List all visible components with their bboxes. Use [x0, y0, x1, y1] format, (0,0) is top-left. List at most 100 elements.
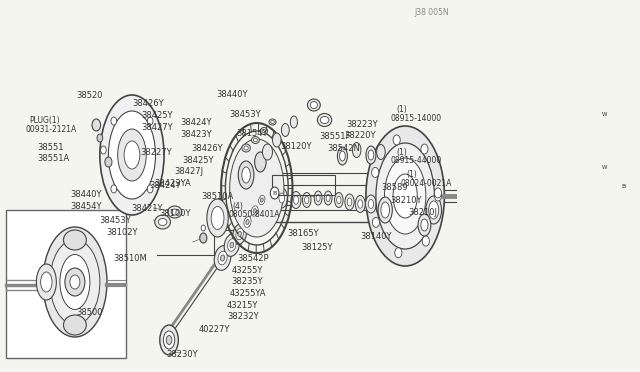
Text: (1): (1) [396, 105, 407, 114]
Text: 38440Y: 38440Y [71, 190, 102, 199]
Text: 38210Y: 38210Y [390, 196, 422, 205]
Ellipse shape [260, 128, 268, 135]
Circle shape [618, 179, 628, 193]
Text: 38542P: 38542P [237, 254, 269, 263]
Ellipse shape [241, 212, 254, 232]
Ellipse shape [366, 146, 376, 164]
Circle shape [100, 146, 106, 154]
Ellipse shape [163, 331, 175, 349]
Text: 38140Y: 38140Y [361, 232, 392, 241]
Ellipse shape [335, 192, 343, 208]
Ellipse shape [305, 196, 309, 204]
Text: 38426Y: 38426Y [132, 99, 164, 108]
Ellipse shape [160, 325, 179, 355]
Text: 38165Y: 38165Y [287, 229, 319, 238]
Ellipse shape [320, 116, 329, 124]
Circle shape [92, 119, 100, 131]
Ellipse shape [271, 121, 275, 124]
Ellipse shape [50, 240, 100, 324]
Ellipse shape [256, 192, 268, 209]
Text: (1): (1) [396, 148, 407, 157]
Ellipse shape [348, 198, 352, 206]
Ellipse shape [252, 206, 258, 216]
Text: W: W [602, 164, 607, 170]
Circle shape [421, 144, 428, 154]
Text: 38125Y: 38125Y [301, 243, 333, 252]
Text: 38454Y: 38454Y [71, 202, 102, 211]
Text: 38232Y: 38232Y [227, 312, 259, 321]
Circle shape [97, 134, 102, 142]
Text: B: B [621, 183, 625, 189]
Text: 38210J: 38210J [408, 208, 438, 217]
Ellipse shape [224, 234, 239, 256]
Ellipse shape [376, 196, 387, 216]
Ellipse shape [100, 95, 164, 215]
Text: 38520: 38520 [77, 91, 103, 100]
Text: 38423Y: 38423Y [180, 130, 212, 139]
Ellipse shape [326, 195, 330, 202]
Ellipse shape [385, 158, 426, 234]
Ellipse shape [41, 272, 52, 292]
Text: 38424Y: 38424Y [149, 181, 180, 190]
Ellipse shape [220, 255, 225, 261]
Ellipse shape [294, 196, 298, 204]
Ellipse shape [259, 195, 265, 205]
Ellipse shape [273, 133, 281, 147]
Ellipse shape [262, 144, 273, 160]
Text: 38424Y: 38424Y [180, 118, 212, 127]
Ellipse shape [358, 200, 363, 208]
Ellipse shape [260, 198, 263, 202]
Ellipse shape [337, 147, 348, 165]
Ellipse shape [233, 224, 246, 244]
Text: 38425Y: 38425Y [141, 111, 173, 120]
Ellipse shape [124, 141, 140, 169]
Ellipse shape [244, 146, 248, 150]
Circle shape [422, 236, 429, 246]
Circle shape [147, 117, 153, 125]
Ellipse shape [353, 142, 361, 157]
Text: 38423YA: 38423YA [154, 179, 191, 187]
Text: J38 005N: J38 005N [415, 7, 449, 16]
Text: 43255Y: 43255Y [232, 266, 263, 275]
Ellipse shape [63, 230, 86, 250]
Ellipse shape [246, 219, 249, 224]
Circle shape [111, 117, 116, 125]
Circle shape [201, 225, 205, 231]
Ellipse shape [248, 202, 261, 220]
Text: 38440Y: 38440Y [216, 90, 248, 99]
Ellipse shape [276, 188, 287, 208]
Text: 38500: 38500 [77, 308, 103, 317]
Ellipse shape [236, 228, 243, 240]
Ellipse shape [171, 209, 179, 215]
Ellipse shape [314, 191, 322, 205]
Ellipse shape [238, 161, 254, 189]
Ellipse shape [108, 111, 156, 199]
Ellipse shape [418, 214, 431, 236]
Text: 38223Y: 38223Y [346, 121, 378, 129]
Ellipse shape [242, 167, 250, 183]
Ellipse shape [282, 124, 289, 137]
Circle shape [435, 188, 442, 198]
Ellipse shape [158, 218, 167, 225]
Circle shape [372, 217, 380, 227]
Circle shape [70, 275, 80, 289]
Text: 08915-44000: 08915-44000 [390, 156, 442, 165]
Ellipse shape [230, 139, 284, 237]
Text: 08915-14000: 08915-14000 [390, 114, 442, 123]
Circle shape [599, 160, 609, 174]
Ellipse shape [238, 231, 241, 237]
Text: (1): (1) [406, 170, 417, 179]
Text: 43255YA: 43255YA [229, 289, 266, 298]
Ellipse shape [269, 119, 276, 125]
Bar [6, 210, 125, 358]
Circle shape [395, 248, 402, 258]
Ellipse shape [365, 195, 376, 213]
Ellipse shape [307, 99, 320, 111]
Ellipse shape [155, 215, 170, 229]
Ellipse shape [393, 174, 417, 218]
Text: PLUG(1): PLUG(1) [29, 116, 60, 125]
Ellipse shape [262, 129, 266, 133]
Ellipse shape [379, 201, 385, 211]
Text: W: W [602, 112, 607, 116]
Ellipse shape [368, 199, 374, 208]
